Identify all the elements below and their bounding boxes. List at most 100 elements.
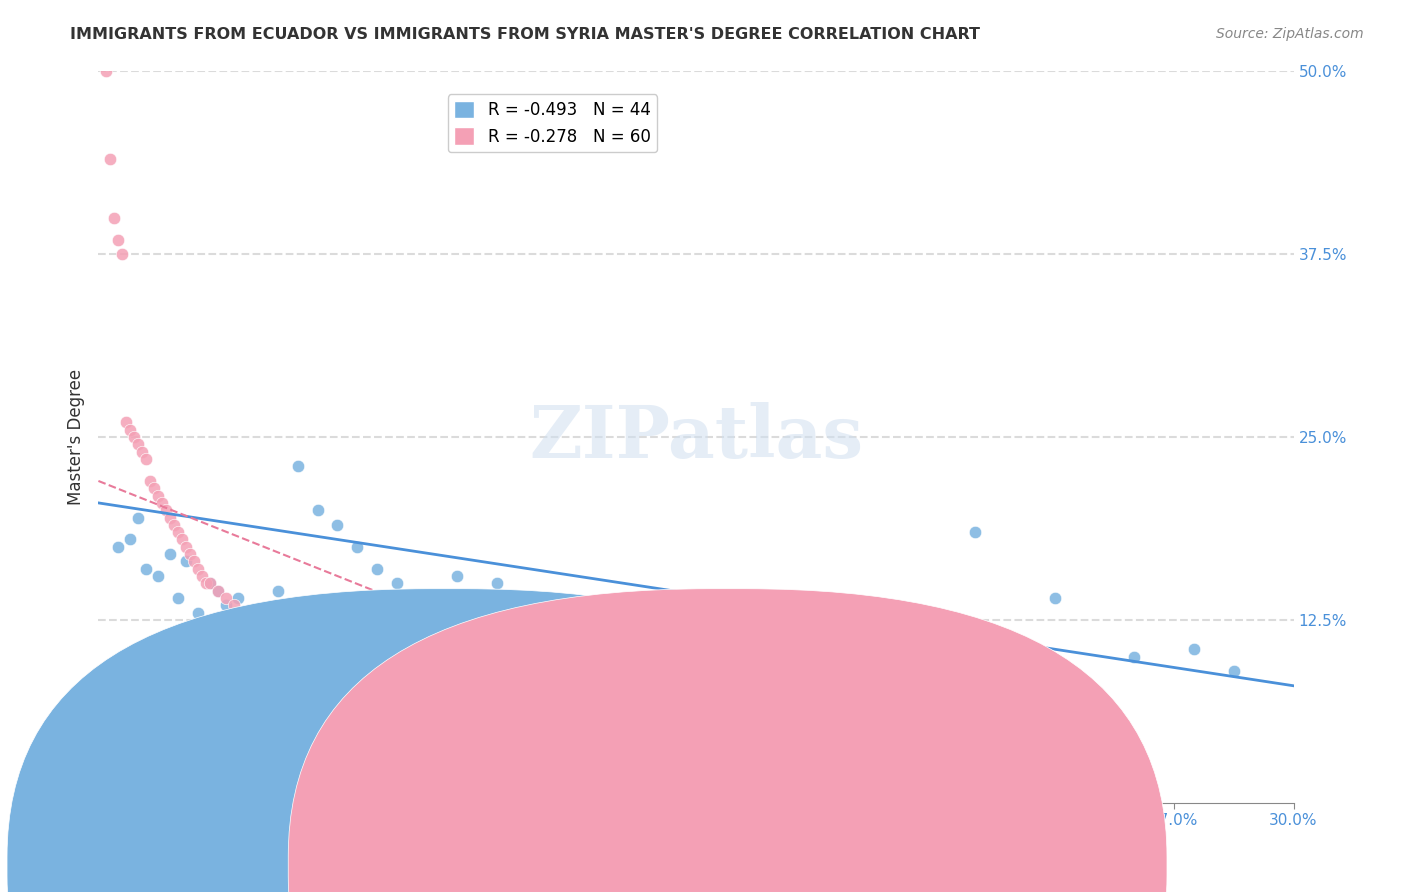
Point	[546, 664, 568, 678]
Point	[287, 459, 309, 474]
Y-axis label: Master's Degree: Master's Degree	[66, 369, 84, 505]
Point	[103, 211, 125, 225]
Point	[765, 679, 787, 693]
Point	[526, 686, 548, 700]
Point	[179, 547, 201, 561]
Point	[446, 679, 468, 693]
Point	[326, 664, 349, 678]
Point	[222, 599, 245, 613]
Point	[346, 540, 368, 554]
Point	[526, 599, 548, 613]
Point	[215, 591, 238, 605]
Point	[406, 664, 429, 678]
Point	[287, 649, 309, 664]
Point	[685, 664, 707, 678]
Point	[307, 657, 329, 671]
Point	[120, 533, 142, 547]
Text: ZIPatlas: ZIPatlas	[529, 401, 863, 473]
Point	[565, 627, 588, 641]
Point	[506, 679, 529, 693]
Point	[605, 613, 627, 627]
Point	[96, 64, 118, 78]
Point	[148, 569, 170, 583]
Point	[198, 576, 221, 591]
Point	[150, 496, 173, 510]
Point	[665, 700, 688, 714]
Point	[174, 540, 197, 554]
Point	[267, 583, 290, 598]
Point	[191, 569, 214, 583]
Point	[131, 444, 153, 458]
Point	[135, 452, 157, 467]
Point	[307, 503, 329, 517]
Point	[135, 562, 157, 576]
Point	[426, 599, 449, 613]
Point	[585, 686, 607, 700]
Point	[187, 606, 209, 620]
Point	[207, 583, 229, 598]
Point	[167, 591, 190, 605]
Point	[187, 562, 209, 576]
Point	[159, 547, 181, 561]
Point	[385, 649, 409, 664]
Point	[155, 503, 177, 517]
Point	[107, 540, 129, 554]
Point	[1123, 649, 1146, 664]
Point	[111, 247, 134, 261]
Point	[884, 627, 907, 641]
Point	[148, 489, 170, 503]
Point	[645, 693, 668, 707]
Point	[231, 606, 253, 620]
Point	[366, 679, 388, 693]
Point	[426, 672, 449, 686]
Point	[239, 613, 262, 627]
Point	[645, 599, 668, 613]
Point	[366, 562, 388, 576]
Point	[565, 679, 588, 693]
Point	[239, 613, 262, 627]
Point	[159, 510, 181, 524]
Point	[1043, 591, 1066, 605]
Point	[174, 554, 197, 568]
Point	[446, 569, 468, 583]
Point	[198, 576, 221, 591]
Point	[215, 599, 238, 613]
Point	[183, 554, 205, 568]
Point	[724, 591, 747, 605]
Point	[465, 657, 488, 671]
Point	[804, 613, 827, 627]
Point	[685, 620, 707, 634]
Point	[246, 620, 269, 634]
Point	[226, 591, 249, 605]
Point	[724, 672, 747, 686]
Text: Immigrants from Syria: Immigrants from Syria	[730, 859, 901, 874]
Point	[267, 635, 290, 649]
Point	[207, 583, 229, 598]
Point	[127, 437, 149, 451]
Point	[1182, 642, 1205, 657]
Point	[98, 152, 122, 166]
Point	[120, 423, 142, 437]
Point	[124, 430, 146, 444]
Point	[546, 606, 568, 620]
Text: Immigrants from Ecuador: Immigrants from Ecuador	[436, 859, 633, 874]
Point	[1223, 664, 1246, 678]
Point	[115, 416, 138, 430]
Point	[139, 474, 162, 488]
Point	[326, 517, 349, 532]
Point	[605, 693, 627, 707]
Point	[465, 606, 488, 620]
Point	[485, 576, 508, 591]
Point	[765, 606, 787, 620]
Point	[107, 233, 129, 247]
Point	[254, 627, 277, 641]
Point	[385, 576, 409, 591]
Point	[278, 642, 301, 657]
Point	[143, 481, 166, 495]
Point	[398, 620, 420, 634]
Point	[246, 606, 269, 620]
Point	[127, 510, 149, 524]
Point	[626, 686, 648, 700]
Text: Source: ZipAtlas.com: Source: ZipAtlas.com	[1216, 27, 1364, 41]
Point	[406, 591, 429, 605]
